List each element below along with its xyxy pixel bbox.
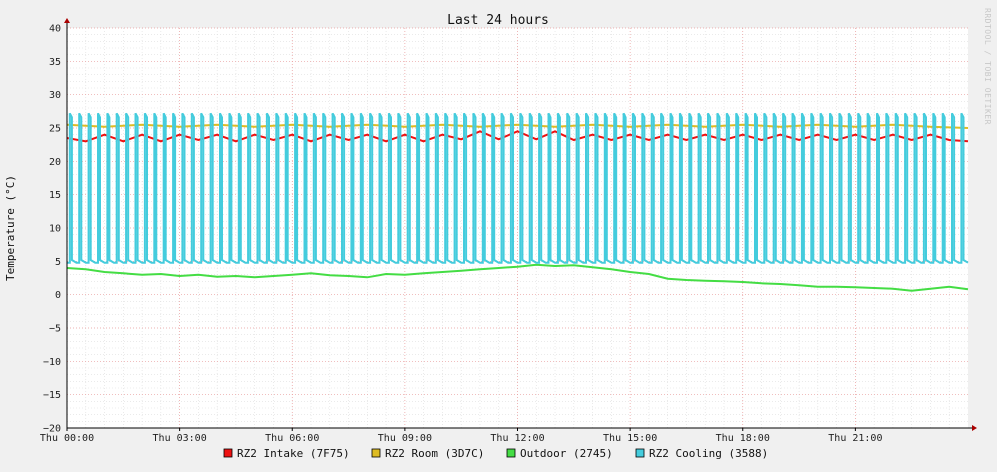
y-tick-label: 20 (49, 157, 61, 168)
legend-swatch (371, 448, 381, 458)
x-tick-label: Thu 00:00 (40, 433, 94, 444)
series-line-1 (66, 130, 969, 143)
y-tick-label: 30 (49, 90, 61, 101)
legend-label: Outdoor (2745) (520, 447, 613, 460)
chart-title: Last 24 hours (447, 13, 549, 28)
legend-label: RZ2 Cooling (3588) (649, 447, 768, 460)
x-tick-label: Thu 18:00 (716, 433, 770, 444)
series-lines (66, 112, 969, 292)
y-tick-label: 25 (49, 124, 61, 135)
y-tick-label: 10 (49, 224, 61, 235)
y-axis-arrow (64, 18, 70, 23)
y-tick-label: 5 (55, 257, 61, 268)
series-line-4 (67, 112, 969, 264)
series-line-3 (66, 263, 969, 292)
y-tick-label: −5 (49, 324, 61, 335)
y-tick-labels: 40 35 30 25 20 15 10 5 0 −5 −10 −15 −20 (43, 24, 61, 435)
y-axis-label: Temperature (°C) (4, 175, 17, 281)
x-axis-arrow (972, 425, 977, 431)
legend-swatch (635, 448, 645, 458)
x-tick-label: Thu 21:00 (828, 433, 882, 444)
y-tick-label: 15 (49, 190, 61, 201)
x-tick-label: Thu 15:00 (603, 433, 657, 444)
y-tick-label: 35 (49, 57, 61, 68)
legend: RZ2 Intake (7F75) RZ2 Room (3D7C) Outdoor … (223, 447, 768, 460)
x-tick-label: Thu 06:00 (265, 433, 319, 444)
x-tick-label: Thu 09:00 (378, 433, 432, 444)
x-tick-label: Thu 03:00 (153, 433, 207, 444)
legend-label: RZ2 Intake (7F75) (237, 447, 350, 460)
legend-swatch (506, 448, 516, 458)
watermark-text: RRDTOOL / TOBI OETIKER (983, 8, 992, 125)
y-tick-label: −20 (43, 424, 61, 435)
legend-swatch (223, 448, 233, 458)
y-tick-label: 40 (49, 24, 61, 35)
legend-label: RZ2 Room (3D7C) (385, 447, 484, 460)
y-tick-label: −10 (43, 357, 61, 368)
y-tick-label: −15 (43, 390, 61, 401)
series-line-2 (66, 123, 969, 129)
x-tick-label: Thu 12:00 (490, 433, 544, 444)
x-tick-labels: Thu 00:00 Thu 03:00 Thu 06:00 Thu 09:00 Thu … (40, 433, 883, 444)
axes (64, 18, 977, 431)
y-tick-label: 0 (55, 290, 61, 301)
